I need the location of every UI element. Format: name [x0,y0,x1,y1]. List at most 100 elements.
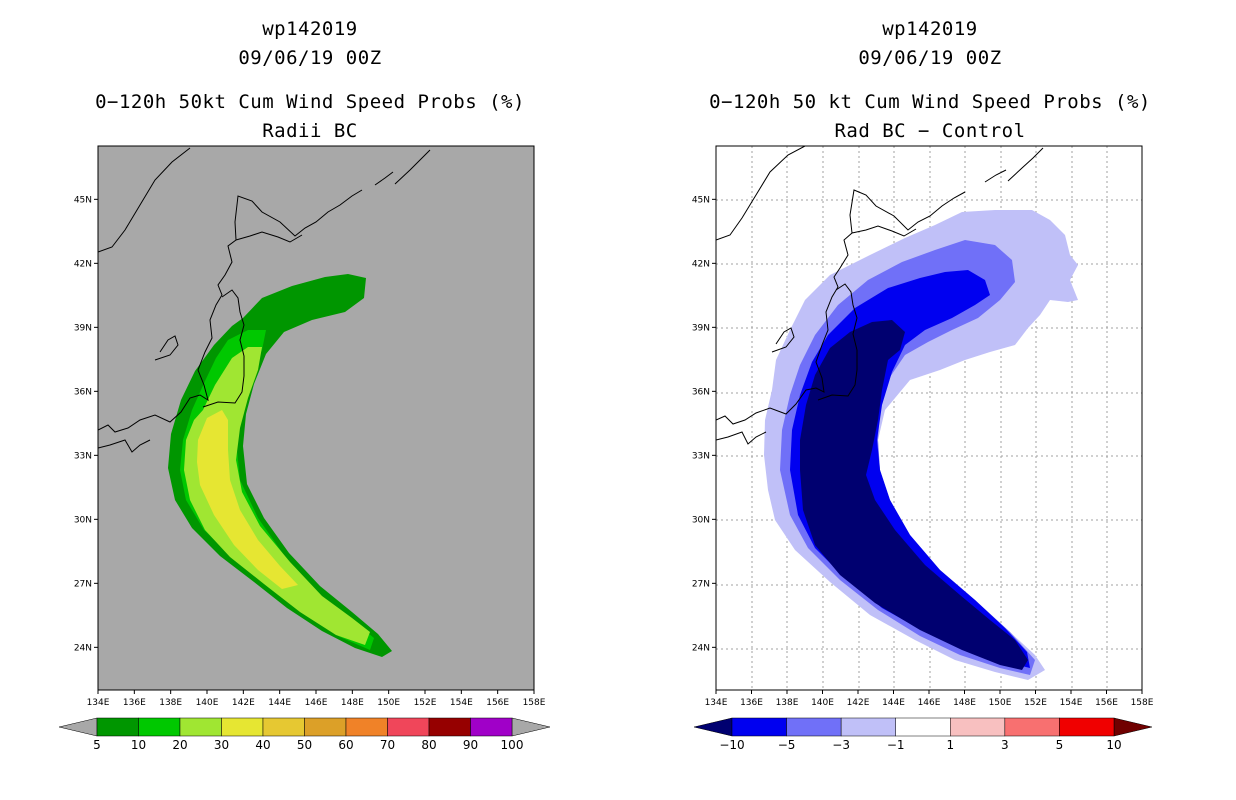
colorbar-right-arrow [511,717,551,737]
lon-label: 144E [268,698,291,708]
lat-label: 36N [74,387,92,397]
colorbar-label: −1 [887,738,905,752]
lon-label: 142E [232,698,255,708]
colorbar-label: −5 [778,738,796,752]
lon-label: 156E [1095,698,1118,708]
left-datetime: 09/06/19 00Z [238,47,382,69]
colorbar-label: 60 [338,738,353,752]
colorbar-right-arrow [1113,717,1153,737]
lon-label: 142E [847,698,870,708]
left-map [97,145,535,691]
lon-label: 140E [811,698,834,708]
right-coastlines [716,146,1044,445]
lat-label: 33N [692,451,710,461]
lon-label: 146E [305,698,328,708]
diff-minus10-contour [800,320,1028,670]
lon-label: 158E [523,698,546,708]
lon-label: 150E [377,698,400,708]
colorbar-swatch [1004,717,1060,737]
lat-label: 30N [692,515,710,525]
colorbar-label: 80 [421,738,436,752]
right-map [715,145,1143,691]
colorbar-label: 5 [1056,738,1064,752]
lon-label: 138E [159,698,182,708]
lat-label: 39N [692,323,710,333]
colorbar-swatch [387,717,430,737]
left-storm-id: wp142019 [262,18,358,40]
lon-label: 144E [882,698,905,708]
lon-label: 134E [705,698,728,708]
colorbar-label: −10 [719,738,744,752]
colorbar-swatch [895,717,951,737]
colorbar-swatch [221,717,264,737]
lat-label: 42N [74,259,92,269]
colorbar-label: 100 [501,738,524,752]
lat-label: 45N [692,195,710,205]
lat-label: 27N [692,579,710,589]
lon-label: 152E [1024,698,1047,708]
colorbar-label: 3 [1001,738,1009,752]
colorbar-swatch [731,717,787,737]
left-coastlines [98,147,431,453]
left-colorbar: 5 10 20 30 40 50 60 70 80 90 100 [58,717,551,752]
colorbar-label: 5 [93,738,101,752]
lat-label: 36N [692,387,710,397]
colorbar-swatch [138,717,181,737]
colorbar-swatch [345,717,388,737]
right-title-block-2: 0−120h 50 kt Cum Wind Speed Probs (%) Ra… [665,88,1195,146]
lat-label: 24N [74,643,92,653]
right-map-title: 0−120h 50 kt Cum Wind Speed Probs (%) [709,91,1151,113]
right-map-subtitle: Rad BC − Control [834,120,1026,142]
colorbar-label: 20 [172,738,187,752]
right-datetime: 09/06/19 00Z [858,47,1002,69]
lat-label: 33N [74,451,92,461]
lat-label: 42N [692,259,710,269]
colorbar-label: 40 [255,738,270,752]
colorbar-swatch [304,717,347,737]
colorbar-label: −3 [832,738,850,752]
colorbar-label: 50 [297,738,312,752]
lon-label: 158E [1131,698,1154,708]
lat-label: 30N [74,515,92,525]
prob-30-contour [197,410,298,589]
lat-label: 39N [74,323,92,333]
colorbar-swatch [262,717,305,737]
lon-label: 136E [740,698,763,708]
colorbar-swatch [786,717,842,737]
left-title-block: wp142019 09/06/19 00Z [60,15,560,73]
colorbar-label: 10 [131,738,146,752]
colorbar-swatch [950,717,1006,737]
lon-label: 140E [196,698,219,708]
lon-label: 134E [87,698,110,708]
lon-label: 136E [123,698,146,708]
colorbar-swatch [96,717,139,737]
colorbar-label: 30 [214,738,229,752]
lon-label: 154E [1060,698,1083,708]
lon-label: 148E [341,698,364,708]
lon-label: 154E [450,698,473,708]
left-map-subtitle: Radii BC [262,120,358,142]
lat-label: 45N [74,195,92,205]
lon-label: 150E [989,698,1012,708]
colorbar-swatch [428,717,471,737]
colorbar-swatch [179,717,222,737]
left-axes: 134E 136E 138E 140E 142E 144E 146E 148E 150E 152E… [74,195,546,708]
colorbar-left-arrow [693,717,733,737]
lat-label: 27N [74,579,92,589]
left-title-block-2: 0−120h 50kt Cum Wind Speed Probs (%) Rad… [60,88,560,146]
colorbar-label: 1 [946,738,954,752]
colorbar-label: 10 [1106,738,1121,752]
lon-label: 138E [776,698,799,708]
right-colorbar: −10 −5 −3 −1 1 3 5 10 [693,717,1153,752]
lon-label: 146E [918,698,941,708]
prob-20-contour [184,347,370,645]
colorbar-swatch [1059,717,1115,737]
right-title-block: wp142019 09/06/19 00Z [665,15,1195,73]
colorbar-left-arrow [58,717,98,737]
lon-label: 148E [953,698,976,708]
colorbar-label: 70 [380,738,395,752]
lat-label: 24N [692,643,710,653]
lon-label: 152E [414,698,437,708]
right-storm-id: wp142019 [882,18,978,40]
